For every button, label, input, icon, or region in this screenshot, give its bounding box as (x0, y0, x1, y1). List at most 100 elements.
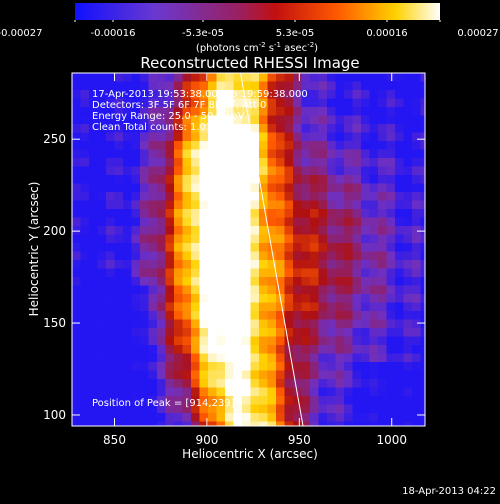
heatmap-cell (259, 175, 269, 185)
heatmap-cell (72, 73, 82, 83)
heatmap-cell (216, 115, 226, 125)
heatmap-cell (165, 183, 175, 193)
heatmap-cell (318, 183, 328, 193)
heatmap-cell (140, 234, 150, 244)
heatmap-cell (284, 387, 294, 397)
heatmap-cell (361, 396, 371, 406)
heatmap-cell (361, 328, 371, 338)
heatmap-cell (250, 226, 260, 236)
heatmap-cell (386, 387, 396, 397)
heatmap-cell (361, 345, 371, 355)
heatmap-cell (403, 319, 413, 329)
heatmap-cell (344, 285, 354, 295)
heatmap-cell (412, 345, 422, 355)
heatmap-cell (412, 302, 422, 312)
heatmap-cell (403, 370, 413, 380)
heatmap-cell (199, 183, 209, 193)
heatmap-cell (293, 141, 303, 151)
heatmap-cell (327, 141, 337, 151)
heatmap-cell (97, 90, 107, 100)
heatmap-cell (361, 132, 371, 142)
heatmap-cell (301, 132, 311, 142)
heatmap-cell (199, 166, 209, 176)
heatmap-cell (420, 362, 425, 372)
heatmap-cell (182, 132, 192, 142)
heatmap-cell (310, 141, 320, 151)
heatmap-cell (378, 345, 388, 355)
heatmap-cell (157, 379, 167, 389)
heatmap-cell (310, 149, 320, 159)
heatmap-cell (259, 319, 269, 329)
heatmap-cell (310, 353, 320, 363)
heatmap-cell (123, 336, 133, 346)
heatmap-cell (233, 107, 243, 117)
heatmap-cell (148, 149, 158, 159)
heatmap-cell (106, 132, 116, 142)
heatmap-cell (403, 285, 413, 295)
colorbar (75, 3, 440, 20)
heatmap-cell (182, 260, 192, 270)
heatmap-cell (199, 149, 209, 159)
heatmap-cell (242, 149, 252, 159)
heatmap-cell (131, 319, 141, 329)
heatmap-cell (352, 200, 362, 210)
heatmap-cell (106, 124, 116, 134)
heatmap-cell (335, 107, 345, 117)
heatmap-cell (361, 166, 371, 176)
heatmap-cell (378, 260, 388, 270)
heatmap-cell (140, 107, 150, 117)
heatmap-cell (123, 234, 133, 244)
heatmap-cell (267, 413, 277, 423)
heatmap-cell (420, 251, 425, 261)
heatmap-cell (276, 141, 286, 151)
heatmap-cell (361, 124, 371, 134)
heatmap-cell (165, 115, 175, 125)
heatmap-cell (335, 294, 345, 304)
heatmap-cell (242, 413, 252, 423)
heatmap-cell (395, 183, 405, 193)
heatmap-cell (242, 234, 252, 244)
heatmap-cell (72, 81, 82, 91)
heatmap-cell (267, 345, 277, 355)
heatmap-cell (301, 302, 311, 312)
heatmap-cell (412, 98, 422, 108)
heatmap-cell (284, 362, 294, 372)
heatmap-cell (293, 175, 303, 185)
heatmap-cell (233, 90, 243, 100)
heatmap-cell (301, 379, 311, 389)
heatmap-cell (106, 353, 116, 363)
heatmap-cell (182, 166, 192, 176)
heatmap-cell (165, 328, 175, 338)
heatmap-cell (327, 260, 337, 270)
heatmap-cell (208, 183, 218, 193)
heatmap-cell (293, 158, 303, 168)
heatmap-cell (420, 379, 425, 389)
heatmap-cell (182, 251, 192, 261)
heatmap-cell (97, 124, 107, 134)
heatmap-cell (106, 183, 116, 193)
heatmap-cell (369, 158, 379, 168)
heatmap-cell (233, 396, 243, 406)
heatmap-cell (89, 158, 99, 168)
heatmap-cell (225, 149, 235, 159)
heatmap-cell (276, 90, 286, 100)
heatmap-cell (267, 183, 277, 193)
heatmap-cell (267, 404, 277, 414)
heatmap-cell (301, 353, 311, 363)
heatmap-cell (199, 277, 209, 287)
heatmap-cell (182, 141, 192, 151)
heatmap-cell (386, 328, 396, 338)
heatmap-cell (344, 277, 354, 287)
heatmap-cell (378, 294, 388, 304)
heatmap-cell (293, 81, 303, 91)
heatmap-cell (318, 217, 328, 227)
heatmap-cell (276, 328, 286, 338)
heatmap-cell (369, 124, 379, 134)
heatmap-cell (403, 107, 413, 117)
heatmap-cell (318, 336, 328, 346)
detectors-label: Detectors: 3F 5F 6F 7F 8F 9F, Att 0 (92, 100, 266, 111)
heatmap-cell (344, 421, 354, 426)
heatmap-cell (344, 81, 354, 91)
heatmap-cell (310, 166, 320, 176)
